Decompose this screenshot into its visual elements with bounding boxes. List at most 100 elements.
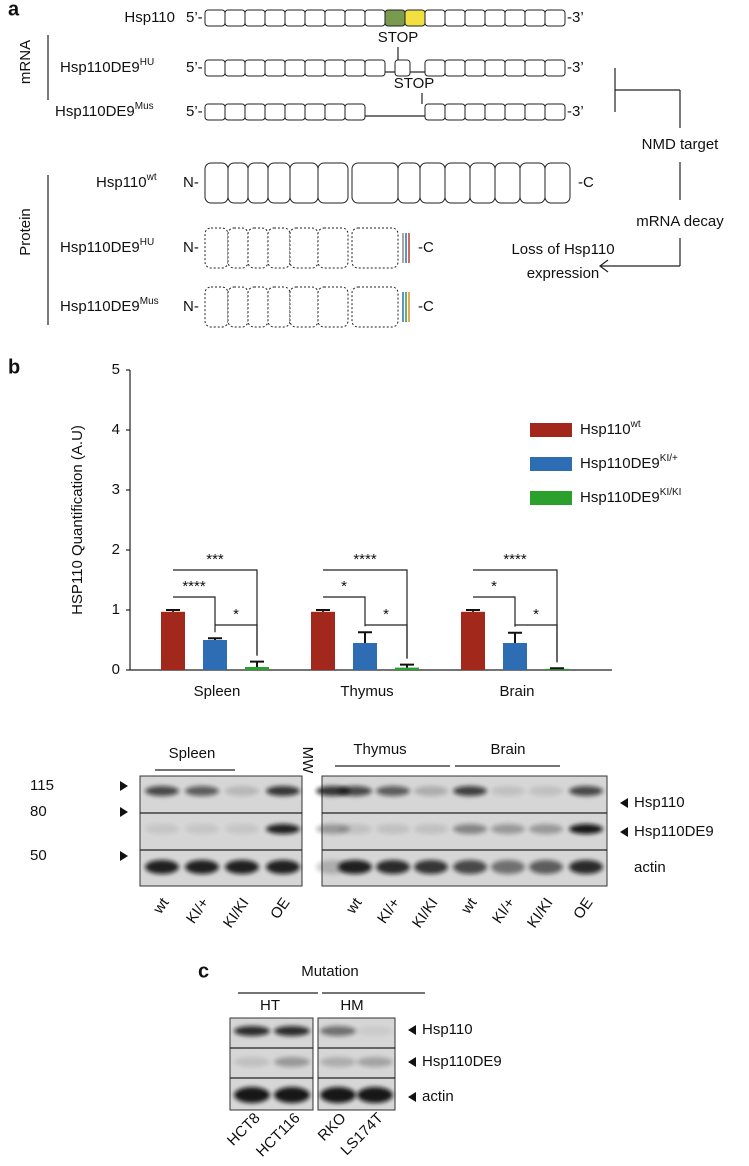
band-arrow [620, 798, 628, 808]
mrna-name: Hsp110 [124, 9, 175, 26]
band [274, 1026, 310, 1036]
band [491, 824, 525, 834]
significance-label: **** [503, 551, 527, 568]
exon [304, 9, 326, 27]
mw-arrow [120, 851, 128, 861]
exon [244, 103, 266, 121]
band [274, 1057, 310, 1067]
exon [444, 9, 466, 27]
domain [289, 286, 319, 328]
cell-line-label: HCT116 [253, 1110, 304, 1161]
exon [244, 9, 266, 27]
band [274, 1087, 310, 1103]
significance-label: * [533, 606, 539, 623]
x-tick-label: Spleen [194, 683, 241, 700]
lane-label: KI/KI [409, 895, 442, 931]
legend-label-sup: wt [630, 419, 641, 430]
exon [284, 59, 306, 77]
band [453, 786, 487, 796]
band [357, 1026, 393, 1036]
lane-label: wt [149, 894, 173, 918]
exon [364, 9, 386, 27]
legend-label-base: Hsp110DE9 [580, 489, 660, 506]
domain [247, 227, 269, 269]
domain [267, 162, 291, 204]
error-bar [250, 660, 264, 667]
mrna-name-sup: Mus [135, 101, 154, 112]
exon [504, 9, 526, 27]
five-prime: 5’- [186, 59, 203, 76]
band [266, 824, 300, 834]
error-bar [550, 667, 564, 670]
y-tick-label: 3 [112, 481, 120, 498]
protein-name-base: Hsp110 [96, 174, 147, 191]
band [320, 1087, 356, 1103]
exon [284, 9, 306, 27]
legend-label: Hsp110wt [580, 419, 641, 438]
three-prime: -3’ [567, 103, 584, 120]
mrna-name: Hsp110DE9Mus [55, 101, 154, 120]
domain [317, 162, 349, 204]
exon [464, 9, 486, 27]
significance-label: * [383, 606, 389, 623]
band [376, 860, 410, 874]
exon [504, 59, 526, 77]
exon [524, 9, 546, 27]
exon [204, 59, 226, 77]
band [529, 786, 563, 796]
exon [444, 59, 466, 77]
exon [344, 59, 366, 77]
exon [324, 9, 346, 27]
band [357, 1057, 393, 1067]
exon [464, 59, 486, 77]
exon [304, 59, 326, 77]
error-bar [316, 609, 330, 612]
exon [484, 103, 506, 121]
band [338, 824, 372, 834]
domain [227, 162, 249, 204]
significance-bracket [323, 596, 366, 627]
band [185, 860, 219, 874]
lane-label: wt [457, 894, 481, 918]
legend-label: Hsp110DE9KI/+ [580, 453, 678, 472]
exon [524, 59, 546, 77]
exon [244, 59, 266, 77]
exon [524, 103, 546, 121]
band [453, 860, 487, 874]
band-label: Hsp110 [634, 794, 685, 811]
exon [264, 9, 286, 27]
stop-label: STOP [378, 29, 419, 46]
domain [444, 162, 471, 204]
x-tick-label: Thymus [340, 683, 393, 700]
n-terminus: N- [183, 174, 199, 191]
band [529, 860, 563, 874]
domain [247, 162, 269, 204]
domain [419, 162, 446, 204]
significance-bracket [473, 596, 516, 627]
nmd-label: NMD target [642, 136, 720, 153]
band-arrow [620, 827, 628, 837]
band-label: Hsp110 [422, 1021, 473, 1038]
decay-label: mRNA decay [636, 213, 724, 230]
exon [424, 103, 446, 121]
domain [397, 162, 421, 204]
y-axis-label: HSP110 Quantification (A.U) [69, 425, 86, 615]
mrna-name-base: Hsp110DE9 [55, 103, 135, 120]
panel-label: a [8, 0, 20, 20]
band-label: Hsp110DE9 [634, 823, 714, 840]
domain [247, 286, 269, 328]
protein-name-base: Hsp110DE9 [60, 298, 140, 315]
significance-bracket [365, 624, 408, 659]
protein-name-sup: HU [140, 237, 154, 248]
protein-title: Protein [17, 208, 34, 256]
band [145, 786, 179, 796]
mrna-name: Hsp110DE9HU [60, 57, 154, 76]
band [225, 860, 259, 874]
domain [317, 227, 349, 269]
error-bar [358, 631, 372, 643]
exon [544, 103, 566, 121]
band [376, 824, 410, 834]
significance-bracket [215, 624, 258, 656]
band [569, 786, 603, 796]
significance-label: **** [353, 551, 377, 568]
